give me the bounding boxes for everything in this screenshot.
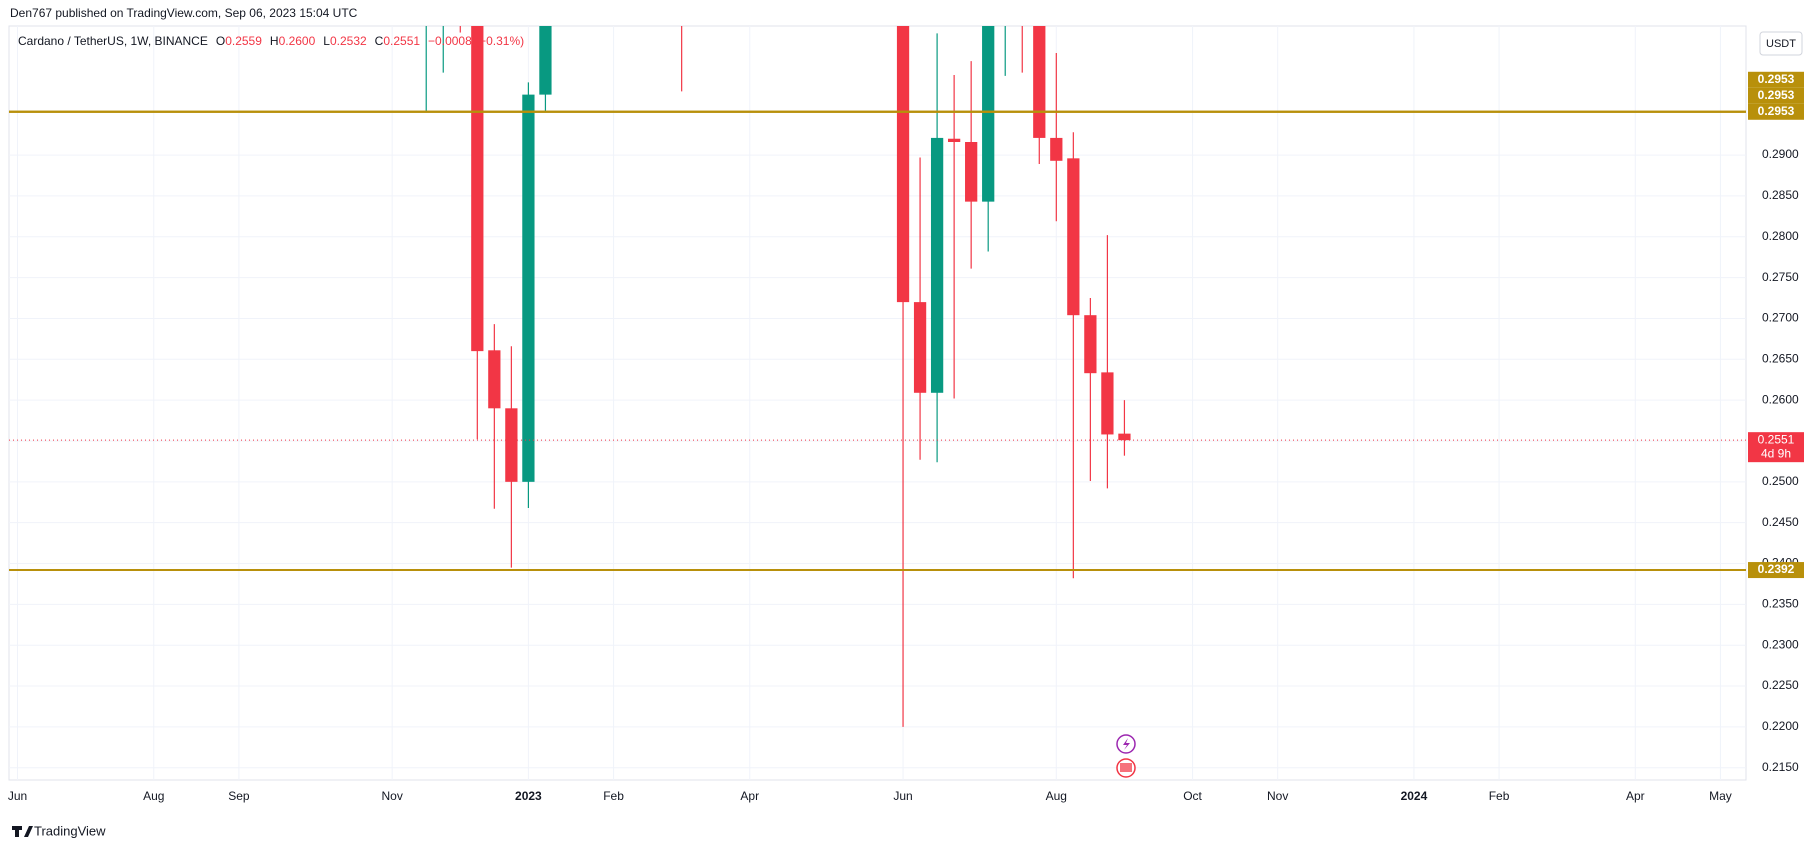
price-badge-label: 0.2953 <box>1758 88 1795 102</box>
candle-body <box>930 137 944 393</box>
x-tick-label: Feb <box>603 789 624 803</box>
y-tick-label: 0.2750 <box>1762 270 1799 284</box>
x-tick-label: Jun <box>8 789 27 803</box>
symbol-legend: Cardano / TetherUS, 1W, BINANCE O0.2559 H0… <box>18 34 524 48</box>
price-badge <box>1748 103 1804 120</box>
ohlc-key: H <box>270 34 279 48</box>
y-tick-label: 0.2700 <box>1762 311 1799 325</box>
last-price-label: 0.2551 <box>1758 432 1795 446</box>
x-tick-label: Oct <box>1183 789 1202 803</box>
candle-body <box>913 302 927 393</box>
y-tick-label: 0.2850 <box>1762 188 1799 202</box>
y-tick-label: 0.2350 <box>1762 597 1799 611</box>
price-badge-label: 0.2953 <box>1758 72 1795 86</box>
price-badge-label: 0.2392 <box>1758 562 1795 576</box>
ohlc-value: 0.2600 <box>279 34 316 48</box>
price-badge-label: 0.2953 <box>1758 104 1795 118</box>
y-tick-label: 0.2900 <box>1762 147 1799 161</box>
candle-body <box>1084 315 1097 374</box>
candle-body <box>471 26 484 352</box>
footer-logo: TradingView <box>12 823 106 838</box>
x-tick-label: Apr <box>740 789 759 803</box>
logo-mark <box>12 826 33 837</box>
candle-body <box>982 26 995 202</box>
x-tick-label: Jun <box>893 789 912 803</box>
candle-body <box>1101 372 1114 435</box>
change-value: −0.0008 (−0.31%) <box>428 34 524 48</box>
ohlc-key: L <box>323 34 330 48</box>
plot-area <box>9 26 1746 780</box>
countdown-label: 4d 9h <box>1761 446 1791 460</box>
y-tick-label: 0.2200 <box>1762 719 1799 733</box>
footer-text: TradingView <box>34 823 106 838</box>
ohlc-key: O <box>216 34 225 48</box>
x-tick-label: Nov <box>1267 789 1288 803</box>
y-tick-label: 0.2650 <box>1762 351 1799 365</box>
ohlc-value: 0.2559 <box>225 34 262 48</box>
y-tick-label: 0.2600 <box>1762 392 1799 406</box>
y-tick-label: 0.2250 <box>1762 678 1799 692</box>
candle-body <box>1067 158 1080 316</box>
candle-body <box>896 26 910 303</box>
event-icon-flag <box>1120 763 1132 772</box>
last-price-badge <box>1748 432 1804 463</box>
y-tick-label: 0.2450 <box>1762 515 1799 529</box>
x-tick-label: 2024 <box>1401 789 1428 803</box>
y-tick-label: 0.2150 <box>1762 760 1799 774</box>
candle-body <box>948 138 961 142</box>
x-tick-label: Aug <box>143 789 164 803</box>
ohlc-value: 0.2532 <box>330 34 367 48</box>
publisher-text: Den767 published on TradingView.com, Sep… <box>10 6 358 20</box>
currency-button[interactable] <box>1759 31 1803 56</box>
y-tick-label: 0.2500 <box>1762 474 1799 488</box>
candle-body <box>965 142 978 202</box>
candle-body <box>1033 26 1046 138</box>
x-tick-label: Nov <box>381 789 402 803</box>
x-tick-label: Sep <box>228 789 250 803</box>
currency-button-text[interactable]: USDT <box>1766 38 1796 50</box>
candle-body <box>488 350 501 409</box>
x-tick-label: Feb <box>1489 789 1510 803</box>
price-badge <box>1748 87 1804 104</box>
y-tick-label: 0.2300 <box>1762 637 1799 651</box>
price-badge <box>1748 562 1804 579</box>
x-tick-label: May <box>1709 789 1732 803</box>
event-icon-bolt <box>1123 738 1130 750</box>
candle-body <box>522 94 535 482</box>
candle-body <box>1050 137 1063 161</box>
ohlc-value: 0.2551 <box>383 34 420 48</box>
ohlc-key: C <box>375 34 384 48</box>
x-tick-label: 2023 <box>515 789 542 803</box>
price-badge <box>1748 71 1804 88</box>
candle-body <box>539 26 552 95</box>
event-icons <box>1116 734 1136 778</box>
y-tick-label: 0.2800 <box>1762 229 1799 243</box>
candle-body <box>505 408 518 482</box>
candle-body <box>1118 433 1131 441</box>
x-tick-label: Apr <box>1626 789 1645 803</box>
symbol-name: Cardano / TetherUS, 1W, BINANCE <box>18 34 208 48</box>
x-tick-label: Aug <box>1046 789 1067 803</box>
